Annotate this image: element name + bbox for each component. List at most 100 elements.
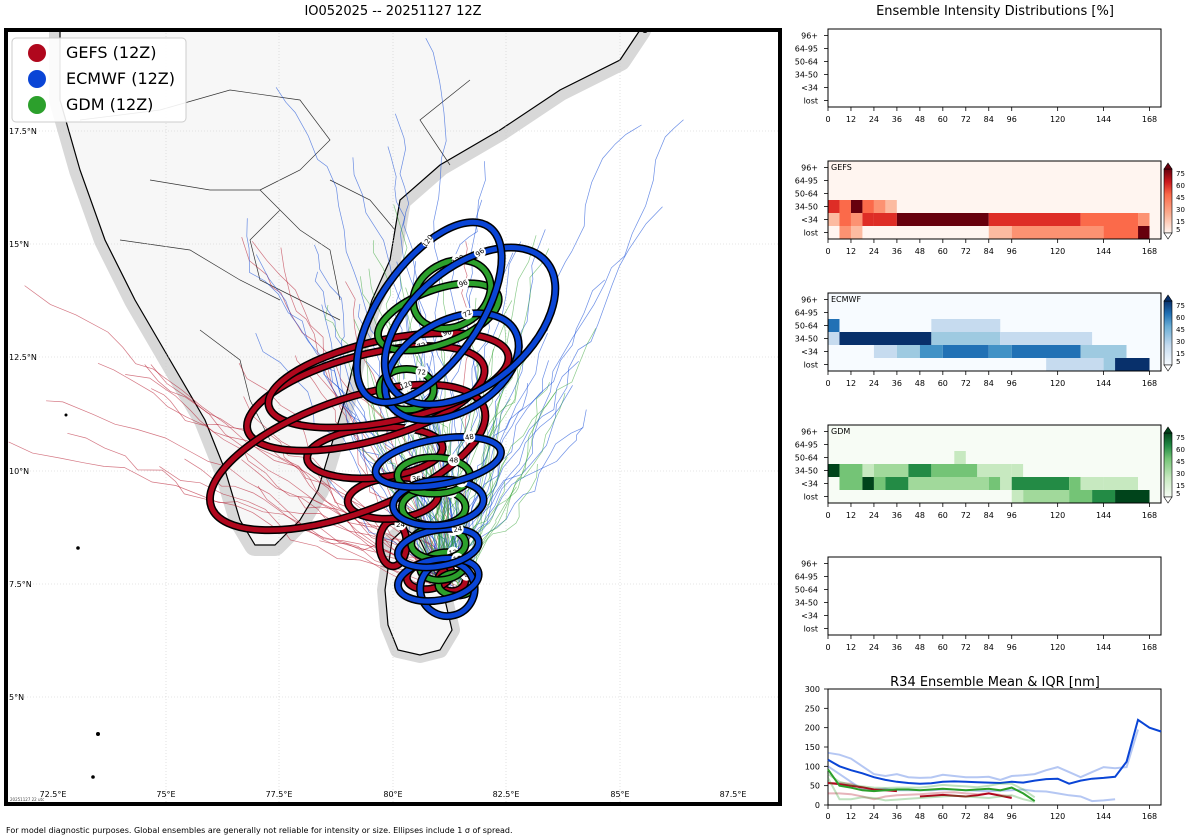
category-tick-label: 50-64: [795, 58, 818, 67]
category-tick-label: 34-50: [795, 467, 818, 476]
heatmap-cell: [931, 319, 1001, 332]
hour-tick-label: 12: [846, 379, 856, 388]
hour-tick-label: 48: [915, 511, 925, 520]
lat-label: 5°N: [9, 693, 24, 702]
r34-x-tick-label: 144: [1096, 812, 1111, 821]
legend-gdm-marker: [28, 96, 46, 114]
r34-x-tick-label: 12: [846, 812, 856, 821]
colorbar-tick-label: 30: [1176, 338, 1185, 346]
lat-label: 10°N: [9, 467, 29, 476]
hour-tick-label: 0: [825, 379, 830, 388]
gdm-ellipse-ring: [376, 366, 437, 413]
colorbar-tick-label: 60: [1176, 446, 1185, 454]
heatmap-cell: [1011, 226, 1104, 239]
category-tick-label: 96+: [801, 296, 818, 305]
track-map: 0122436487296120012243648729612001224364…: [4, 28, 782, 806]
hour-tick-label: 120: [1050, 247, 1065, 256]
hour-tick-label: 24: [869, 115, 879, 124]
heatmap-cell: [1046, 358, 1104, 371]
hour-tick-label: 72: [961, 643, 971, 652]
ecmwf-tau-badge: [473, 246, 486, 259]
hour-tick-label: 12: [846, 115, 856, 124]
category-tick-label: lost: [804, 361, 818, 370]
heatmap-cell: [908, 477, 989, 490]
colorbar-tick-label: 45: [1176, 194, 1185, 202]
category-tick-label: lost: [804, 625, 818, 634]
ecmwf-ellipse-96: 96: [380, 243, 560, 409]
r34-y-tick-label: 0: [815, 801, 820, 810]
r34-y-tick-label: 100: [805, 762, 820, 771]
hour-tick-label: 0: [825, 643, 830, 652]
lon-label: 85°E: [610, 790, 629, 799]
lon-label: 77.5°E: [266, 790, 293, 799]
ecmwf-tau-badge: [461, 307, 474, 320]
r34-y-tick-label: 150: [805, 743, 820, 752]
lon-label: 75°E: [156, 790, 175, 799]
heatmap-cell: [954, 451, 966, 464]
hour-tick-label: 72: [961, 511, 971, 520]
r34-series-line: [827, 729, 1139, 781]
heatmap-cell: [1092, 490, 1116, 503]
heatmap-cell: [839, 477, 863, 490]
r34-series-line: [919, 792, 1012, 799]
legend-ecmwf-label: ECMWF (12Z): [66, 69, 175, 88]
panel-model-label: GEFS: [831, 163, 852, 172]
gefs-member-track: [125, 374, 435, 571]
heatmap-cell: [1011, 490, 1024, 503]
ecmwf-tau-label: 48: [464, 433, 474, 442]
hour-tick-label: 48: [915, 643, 925, 652]
hour-tick-label: 48: [915, 247, 925, 256]
heatmap-cell: [1115, 358, 1150, 371]
colorbar-min-arrow: [1163, 496, 1173, 504]
category-tick-label: 96+: [801, 560, 818, 569]
panel-frame: [827, 28, 1162, 108]
gefs-ellipse-ring: [207, 382, 488, 533]
hour-tick-label: 120: [1050, 379, 1065, 388]
heatmap-cell: [850, 200, 863, 213]
r34-x-tick-label: 96: [1007, 812, 1017, 821]
lat-labels: 17.5°N 15°N 12.5°N 10°N 7.5°N 5°N: [9, 127, 37, 702]
heatmap-cell: [862, 226, 874, 239]
hour-tick-label: 72: [961, 379, 971, 388]
r34-x-tick-label: 48: [915, 812, 925, 821]
hour-tick-label: 144: [1096, 379, 1111, 388]
hour-tick-label: 0: [825, 247, 830, 256]
map-frame: [4, 28, 782, 806]
heatmap-cell: [828, 174, 1150, 187]
colorbar-tick-label: 15: [1176, 482, 1185, 490]
colorbar-max-arrow: [1163, 162, 1173, 170]
ecmwf-tau-badge: [421, 235, 434, 248]
heatmap-cell: [1000, 477, 1012, 490]
ecmwf-tau-badge: [463, 430, 476, 443]
heatmap-cell: [850, 213, 863, 226]
category-tick-label: <34: [801, 612, 818, 621]
heatmap-cell: [1080, 345, 1127, 358]
lon-label: 72.5°E: [40, 790, 67, 799]
ecmwf-member-track: [448, 206, 663, 575]
hour-tick-label: 168: [1142, 247, 1157, 256]
colorbar-tick-label: 5: [1176, 358, 1180, 366]
intensity-panel-5: 96+ 64-95 50-64 34-50 <34 lost 0 12 24 36 48 60 72 84…: [795, 556, 1162, 652]
colorbar-max-arrow: [1163, 426, 1173, 434]
hour-tick-label: 84: [984, 379, 994, 388]
panel-frame: [827, 424, 1162, 504]
heatmap-cell: [839, 332, 932, 345]
category-tick-label: 64-95: [795, 45, 818, 54]
heatmap-cell: [942, 200, 1001, 213]
heatmap-cell: [1103, 358, 1116, 371]
r34-series-line: [827, 773, 1036, 799]
hour-tick-label: 168: [1142, 643, 1157, 652]
heatmap-cell: [885, 200, 897, 213]
colorbar-min-arrow: [1163, 364, 1173, 372]
hour-tick-label: 36: [892, 247, 902, 256]
heatmap-cell: [828, 226, 840, 239]
hour-tick-label: 120: [1050, 511, 1065, 520]
map-title: IO052025 -- 20251127 12Z: [304, 4, 482, 19]
colorbar-tick-label: 5: [1176, 226, 1180, 234]
heatmap-cell: [862, 200, 874, 213]
heatmap-cell: [828, 425, 1150, 438]
category-tick-label: <34: [801, 84, 818, 93]
hour-tick-label: 36: [892, 379, 902, 388]
heatmap-cell: [873, 477, 886, 490]
hour-tick-label: 24: [869, 511, 879, 520]
